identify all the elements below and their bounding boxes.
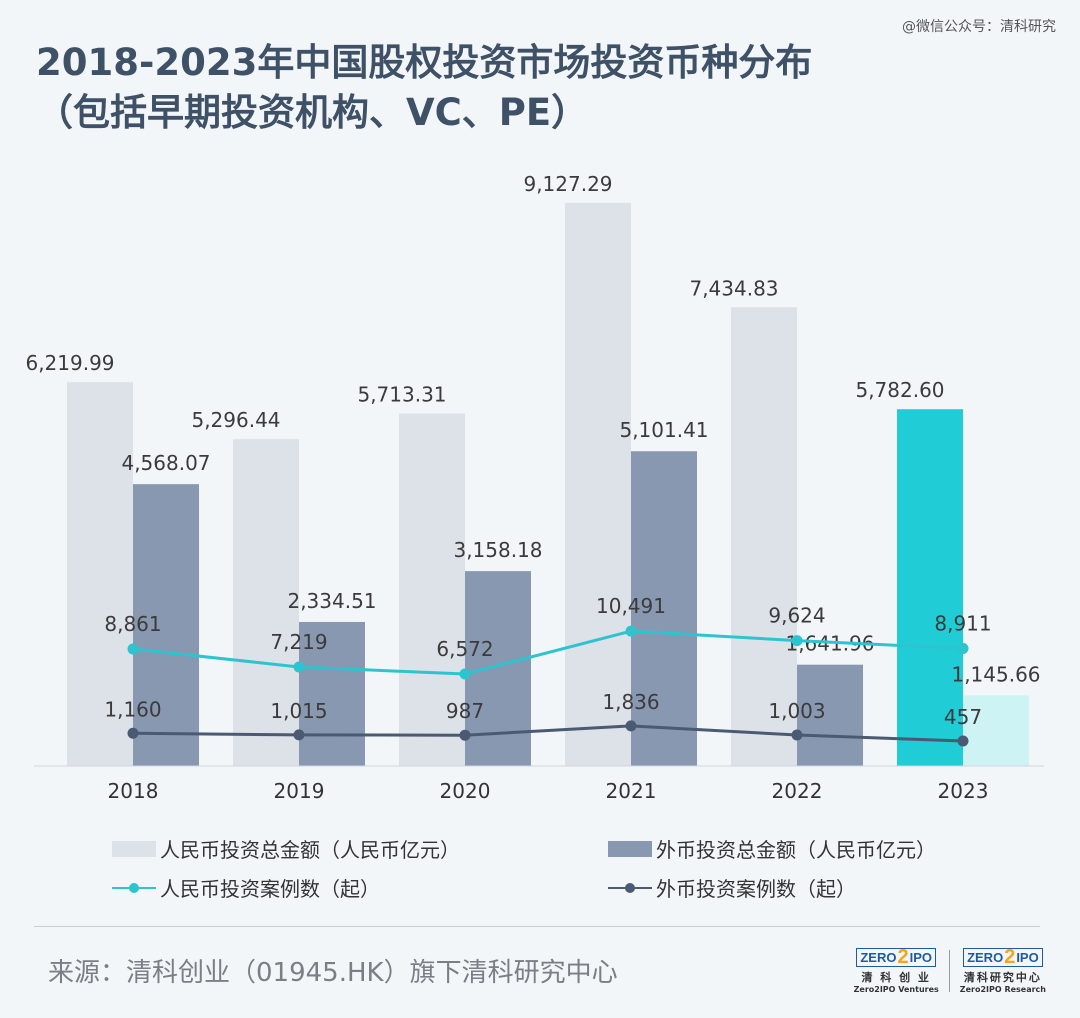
bar-rmb-amount-2022	[731, 307, 797, 766]
legend-label-fx-amount: 外币投资总金额（人民币亿元）	[656, 838, 936, 862]
logo-zero2ipo-ventures: ZERO 2 IPO 清 科 创 业 Zero2IPO Ventures	[853, 946, 939, 994]
point-rmb-cases-2023	[957, 642, 969, 654]
point-fx-cases-2021	[625, 720, 637, 732]
label-fx-amount-2023: 1,145.66	[951, 662, 1040, 686]
bar-rmb-amount-2021	[565, 202, 631, 767]
logos: ZERO 2 IPO 清 科 创 业 Zero2IPO Ventures ZERO 2…	[853, 946, 1046, 994]
footer-divider	[34, 926, 1040, 927]
legend-label-rmb-amount: 人民币投资总金额（人民币亿元）	[160, 838, 460, 862]
point-rmb-cases-2019	[293, 661, 305, 673]
logo-text-ipo: IPO	[1016, 950, 1039, 965]
logo-separator	[948, 950, 950, 992]
legend-swatch-fx-cases	[608, 880, 652, 896]
label-fx-cases-2021: 1,836	[602, 690, 659, 714]
logo-zero2ipo-research: ZERO 2 IPO 清科研究中心 Zero2IPO Research	[959, 946, 1046, 994]
x-tick-2023: 2023	[938, 779, 989, 803]
label-fx-cases-2018: 1,160	[104, 697, 161, 721]
chart-title-line1: 2018-2023年中国股权投资市场投资币种分布	[36, 41, 813, 84]
label-rmb-cases-2018: 8,861	[104, 612, 161, 636]
x-tick-2021: 2021	[606, 779, 657, 803]
x-tick-2018: 2018	[108, 779, 159, 803]
bar-rmb-amount-2023	[897, 409, 963, 766]
logo-text-two: 2	[897, 946, 909, 968]
point-rmb-cases-2022	[791, 635, 803, 647]
line-fx-cases	[132, 724, 964, 743]
watermark: @微信公众号：清科研究	[902, 19, 1056, 35]
chart-title-line2: （包括早期投资机构、VC、PE）	[36, 91, 589, 134]
label-fx-amount-2020: 3,158.18	[453, 538, 542, 562]
label-rmb-amount-2018: 6,219.99	[25, 351, 114, 375]
label-rmb-cases-2021: 10,491	[596, 594, 666, 618]
label-rmb-cases-2020: 6,572	[436, 637, 493, 661]
point-rmb-cases-2020	[459, 668, 471, 680]
legend-swatch-rmb-cases	[112, 880, 156, 896]
point-rmb-cases-2021	[625, 625, 637, 637]
point-fx-cases-2020	[459, 729, 471, 741]
point-rmb-cases-2018	[127, 643, 139, 655]
label-rmb-amount-2020: 5,713.31	[357, 382, 446, 406]
x-tick-2022: 2022	[772, 779, 823, 803]
legend-item-rmb-cases: 人民币投资案例数（起）	[112, 873, 380, 902]
logo-mark: ZERO 2 IPO	[856, 946, 937, 968]
legend-item-fx-amount: 外币投资总金额（人民币亿元）	[608, 834, 936, 863]
bar-fx-amount-2022	[797, 664, 863, 766]
point-fx-cases-2023	[957, 735, 969, 747]
point-fx-cases-2022	[791, 729, 803, 741]
logo-en-name: Zero2IPO Research	[959, 985, 1046, 994]
label-fx-cases-2020: 987	[446, 699, 484, 723]
point-fx-cases-2019	[293, 729, 305, 741]
label-fx-amount-2018: 4,568.07	[121, 451, 210, 475]
chart-title: 2018-2023年中国股权投资市场投资币种分布 （包括早期投资机构、VC、PE…	[36, 38, 812, 138]
x-tick-2019: 2019	[274, 779, 325, 803]
logo-text-ipo: IPO	[909, 950, 933, 965]
logo-cn-name: 清科研究中心	[963, 971, 1042, 984]
bar-rmb-amount-2020	[399, 413, 465, 766]
bar-rmb-amount-2019	[233, 439, 299, 766]
point-fx-cases-2018	[127, 727, 139, 739]
logo-text-two: 2	[1004, 946, 1016, 968]
bar-fx-amount-2021	[631, 451, 697, 766]
combo-chart: 6,219.99 4,568.07 5,296.44 2,334.51 5,713.31…	[25, 172, 1044, 803]
logo-text-zero: ZERO	[860, 950, 897, 965]
legend-label-fx-cases: 外币投资案例数（起）	[656, 877, 856, 901]
legend-swatch-rmb-amount	[112, 840, 156, 857]
logo-mark: ZERO 2 IPO	[963, 946, 1043, 968]
x-tick-2020: 2020	[440, 779, 491, 803]
label-rmb-cases-2022: 9,624	[768, 604, 825, 628]
bar-fx-amount-2023	[963, 695, 1029, 766]
source-note: 来源：清科创业（01945.HK）旗下清科研究中心	[48, 958, 618, 988]
legend-label-rmb-cases: 人民币投资案例数（起）	[160, 877, 380, 901]
bar-fx-amount-2020	[465, 571, 531, 766]
bar-fx-amount-2018	[133, 484, 199, 766]
label-rmb-cases-2023: 8,911	[934, 611, 991, 635]
label-fx-amount-2019: 2,334.51	[287, 589, 376, 613]
label-fx-cases-2022: 1,003	[768, 699, 825, 723]
line-rmb-cases	[132, 629, 964, 676]
bar-rmb-amount-2018	[67, 382, 133, 766]
legend-item-rmb-amount: 人民币投资总金额（人民币亿元）	[112, 834, 460, 863]
label-rmb-amount-2022: 7,434.83	[689, 276, 778, 300]
label-fx-cases-2023: 457	[944, 705, 982, 729]
bar-fx-amount-2019	[299, 621, 365, 766]
legend-swatch-fx-amount	[608, 840, 652, 857]
label-rmb-amount-2019: 5,296.44	[191, 408, 280, 432]
label-rmb-cases-2019: 7,219	[270, 630, 327, 654]
logo-cn-name: 清 科 创 业	[861, 971, 931, 984]
label-rmb-amount-2023: 5,782.60	[855, 378, 944, 402]
legend-item-fx-cases: 外币投资案例数（起）	[608, 873, 856, 902]
label-fx-amount-2021: 5,101.41	[619, 418, 708, 442]
logo-text-zero: ZERO	[967, 950, 1004, 965]
label-fx-cases-2019: 1,015	[270, 699, 327, 723]
logo-en-name: Zero2IPO Ventures	[853, 985, 939, 994]
label-rmb-amount-2021: 9,127.29	[523, 172, 612, 196]
